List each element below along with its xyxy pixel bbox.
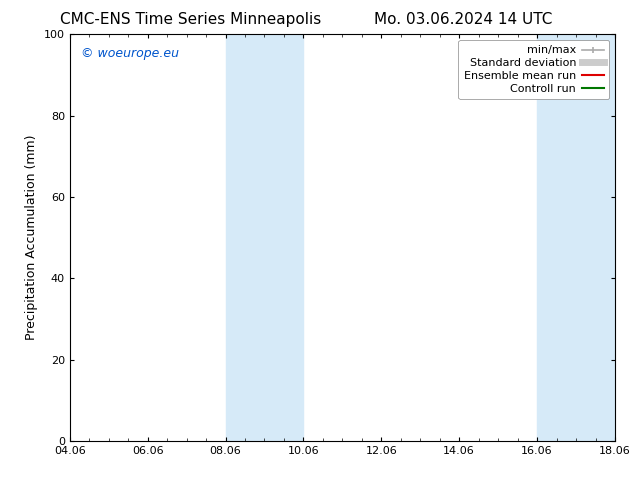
Text: © woeurope.eu: © woeurope.eu — [81, 47, 179, 59]
Y-axis label: Precipitation Accumulation (mm): Precipitation Accumulation (mm) — [25, 135, 38, 341]
Text: Mo. 03.06.2024 14 UTC: Mo. 03.06.2024 14 UTC — [373, 12, 552, 27]
Bar — [226, 34, 304, 441]
Bar — [537, 34, 615, 441]
Legend: min/max, Standard deviation, Ensemble mean run, Controll run: min/max, Standard deviation, Ensemble me… — [458, 40, 609, 99]
Text: CMC-ENS Time Series Minneapolis: CMC-ENS Time Series Minneapolis — [60, 12, 321, 27]
